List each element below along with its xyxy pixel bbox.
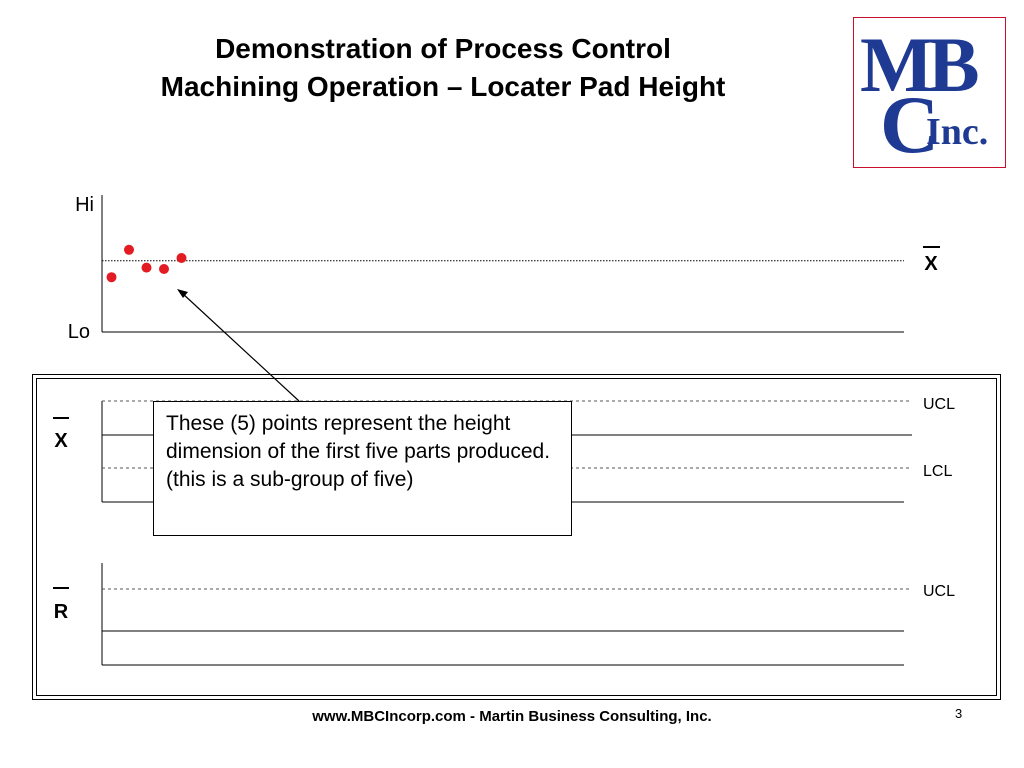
data-point-5	[176, 253, 187, 264]
page-number: 3	[955, 706, 963, 721]
center-line-label: X	[924, 253, 938, 275]
title-line-2: Machining Operation – Locater Pad Height	[160, 71, 726, 102]
slide-title: Demonstration of Process Control Machini…	[40, 30, 846, 106]
data-points	[106, 244, 187, 283]
control-chart-panel-inner-border	[36, 378, 997, 696]
measurement-chart: Hi Lo X	[68, 194, 940, 343]
callout-arrow-head	[177, 289, 188, 298]
range-ucl-label: UCL	[923, 583, 955, 600]
data-point-2	[124, 244, 134, 255]
callout-arrow-shaft	[181, 292, 300, 402]
y-axis-hi-label: Hi	[75, 194, 94, 216]
logo-c-text: C	[880, 79, 940, 170]
data-point-3	[141, 262, 152, 273]
data-point-4	[159, 263, 169, 274]
xbar-chart-label: X	[54, 430, 68, 452]
y-axis-lo-label: Lo	[68, 321, 90, 343]
xbar-lcl-label: LCL	[923, 463, 952, 480]
callout-box: These (5) points represent the height di…	[153, 401, 572, 536]
logo-mb-text: MB	[860, 21, 980, 108]
logo-inc-text: Inc.	[926, 111, 989, 153]
xbar-ucl-label: UCL	[923, 396, 955, 413]
range-chart-label: R	[54, 601, 69, 623]
footer-text: www.MBCIncorp.com - Martin Business Cons…	[312, 708, 712, 725]
callout-text: These (5) points represent the height di…	[166, 412, 551, 491]
mbc-logo: MB C Inc.	[853, 17, 1006, 170]
control-chart-panel-outer-border	[32, 374, 1001, 700]
range-chart: UCL R	[53, 563, 955, 666]
title-line-1: Demonstration of Process Control	[215, 33, 671, 64]
callout-arrow	[177, 289, 300, 402]
data-point-1	[106, 272, 117, 283]
